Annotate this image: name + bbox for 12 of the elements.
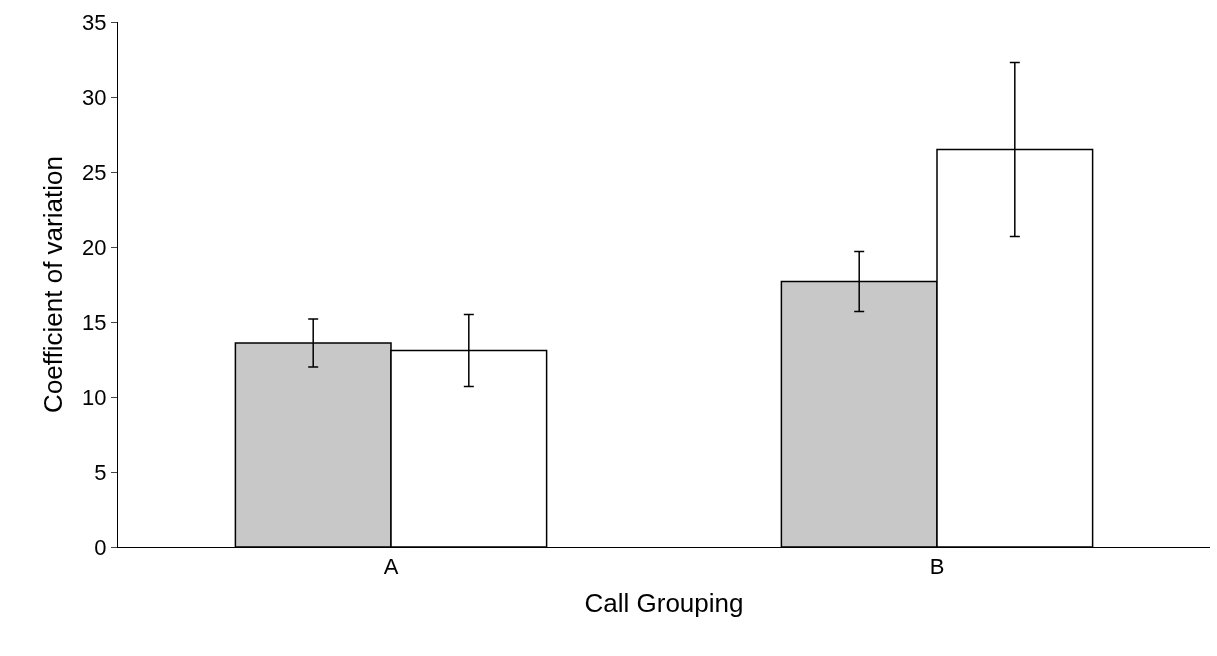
y-tick-label: 10 bbox=[82, 384, 107, 410]
y-tick-label: 30 bbox=[82, 84, 107, 110]
y-tick-label: 20 bbox=[82, 234, 107, 260]
x-tick-label: B bbox=[929, 554, 945, 580]
y-tick-label: 25 bbox=[82, 159, 107, 185]
y-tick-label: 15 bbox=[82, 309, 107, 335]
y-axis-title: Coefficient of variation bbox=[37, 156, 68, 413]
x-axis-title: Call Grouping bbox=[584, 588, 744, 619]
x-tick-label: A bbox=[383, 554, 399, 580]
y-tick-label: 5 bbox=[94, 459, 107, 485]
y-tick-label: 35 bbox=[82, 9, 107, 35]
y-tick-label: 0 bbox=[94, 534, 107, 560]
